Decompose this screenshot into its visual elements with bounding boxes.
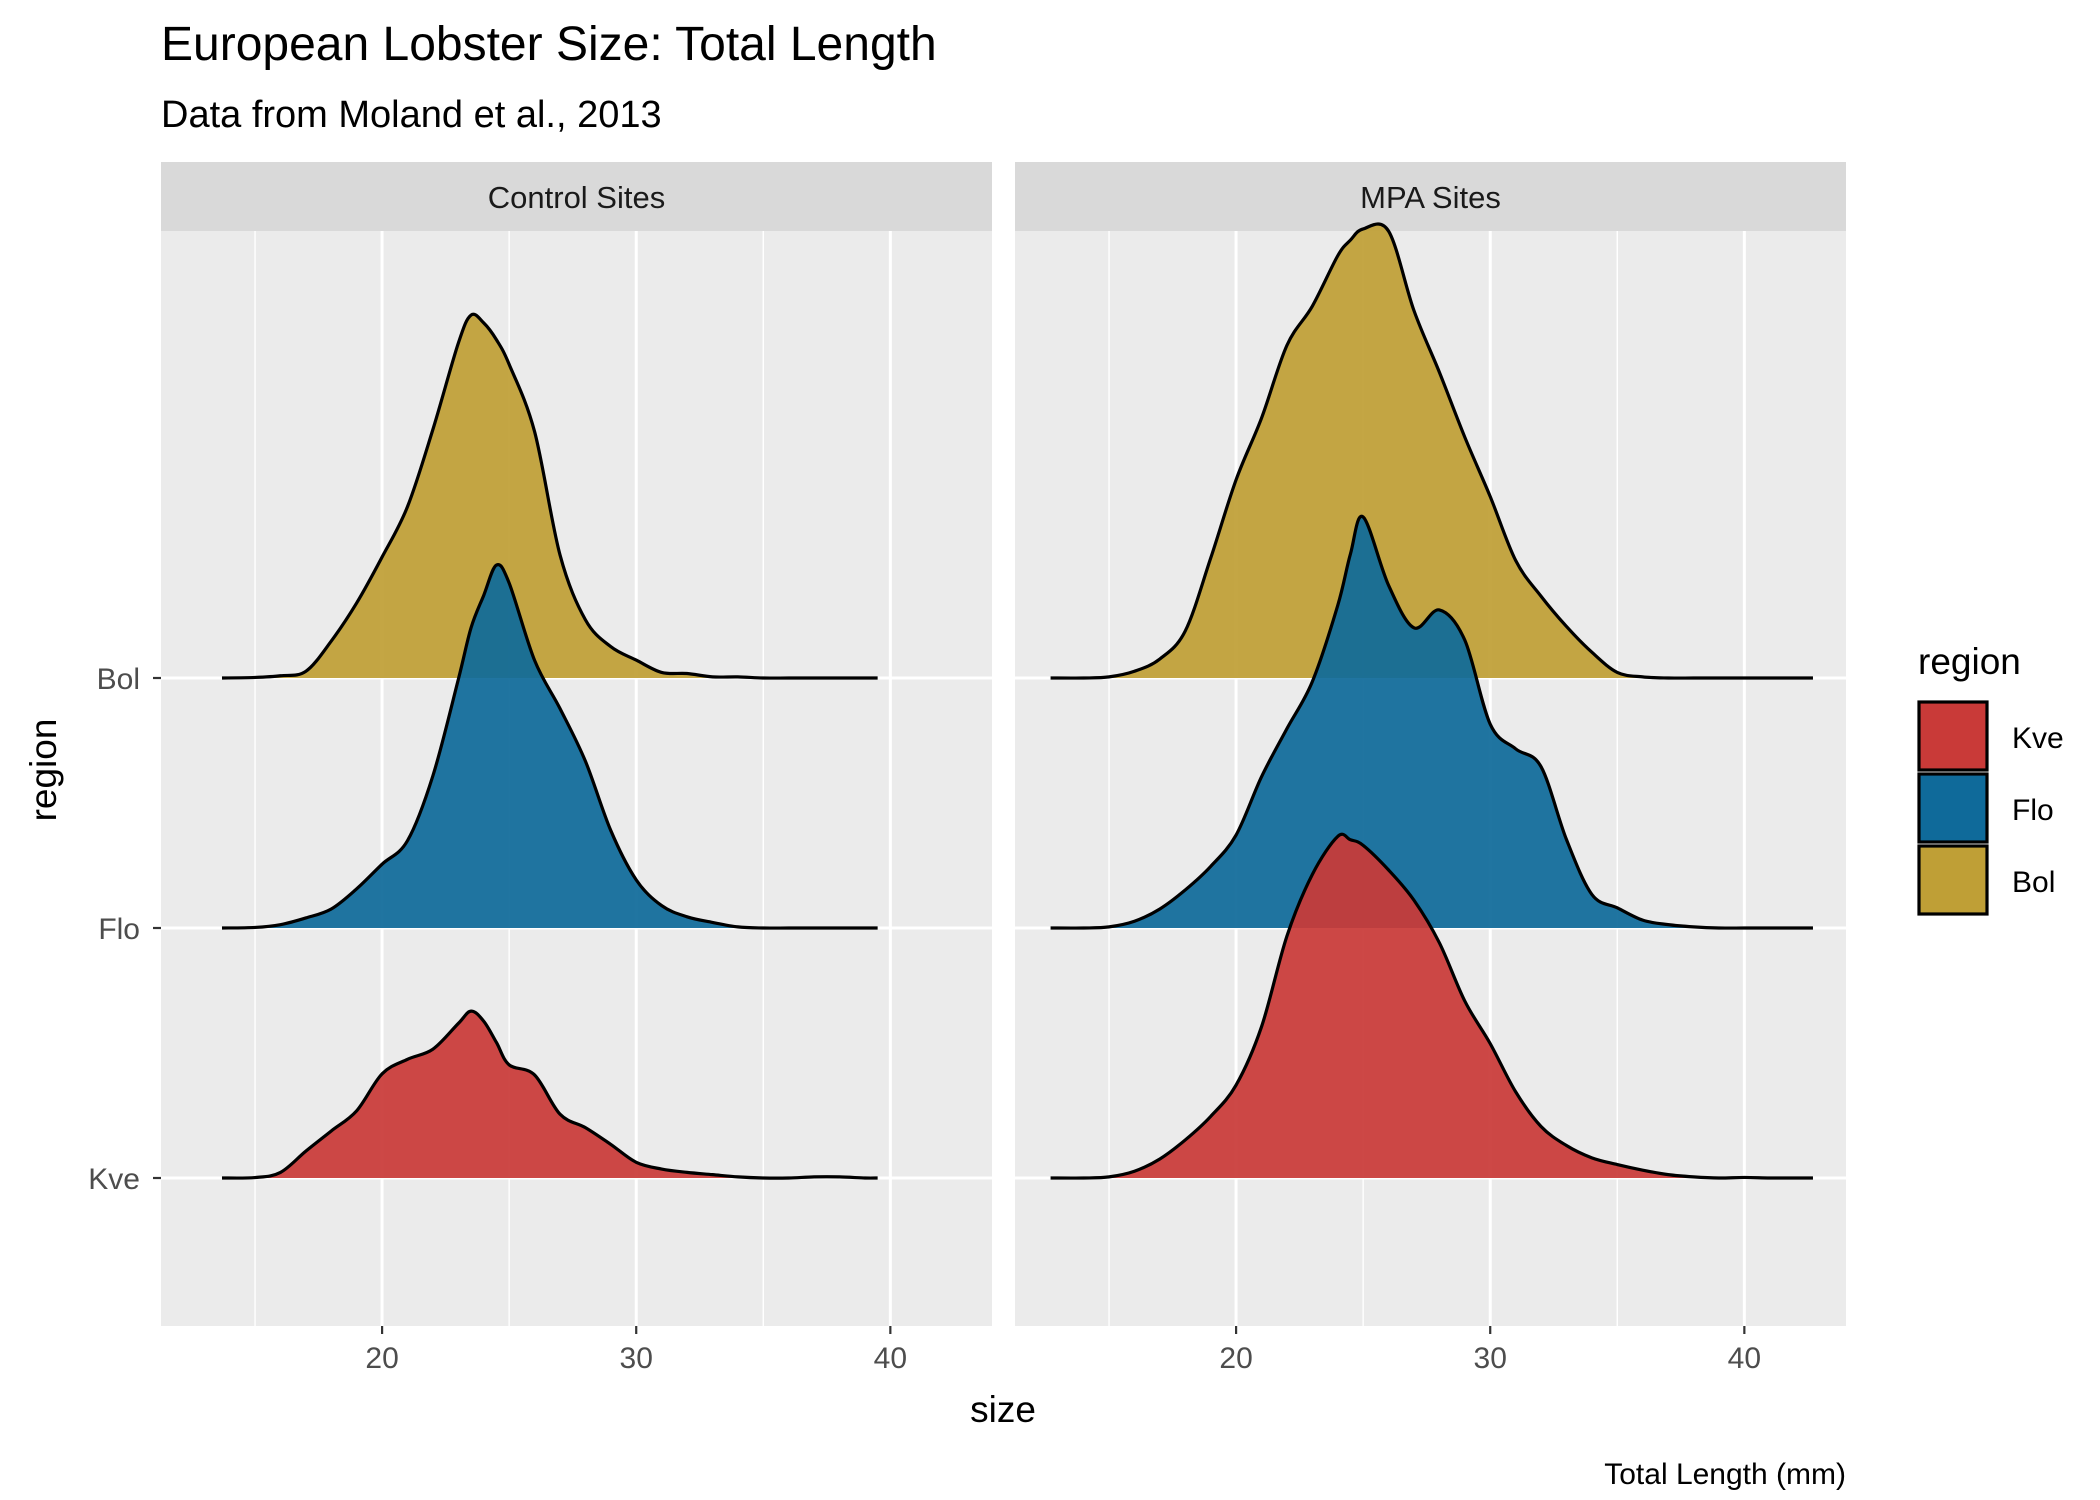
legend: region Kve Flo Bol — [1917, 641, 2064, 916]
chart-title: European Lobster Size: Total Length — [161, 18, 937, 71]
x-tick-label: 40 — [1728, 1342, 1761, 1375]
chart-subtitle: Data from Moland et al., 2013 — [161, 94, 662, 136]
y-tick-label: Kve — [88, 1163, 140, 1196]
ridge-area-kve — [221, 1011, 878, 1179]
ridge-line-bol — [221, 312, 878, 680]
x-tick-label: 40 — [874, 1342, 907, 1375]
x-tick-label: 20 — [365, 1342, 398, 1375]
x-tick-label: 30 — [1474, 1342, 1507, 1375]
ridge-area-kve — [1050, 834, 1813, 1179]
panel-control-sites: Control Sites 20 30 40 — [161, 162, 992, 1375]
y-axis-title: region — [23, 719, 64, 822]
ridge-area-bol — [221, 314, 878, 679]
x-tick-label: 20 — [1219, 1342, 1252, 1375]
x-axis-ticks: 20 30 40 — [365, 1326, 907, 1375]
x-tick-label: 30 — [620, 1342, 653, 1375]
ridge-line-flo — [221, 563, 878, 930]
strip-label-mpa-sites: MPA Sites — [1360, 180, 1501, 215]
ridge-area-flo — [221, 564, 878, 929]
legend-label-kve: Kve — [2012, 722, 2064, 755]
x-axis-title: size — [970, 1389, 1036, 1430]
ridge-line-kve — [221, 1009, 878, 1180]
chart-caption: Total Length (mm) — [1604, 1458, 1846, 1491]
strip-background — [161, 162, 992, 231]
y-tick-label: Bol — [97, 663, 140, 696]
legend-title: region — [1918, 641, 2021, 682]
legend-label-flo: Flo — [2012, 794, 2054, 827]
density-ridges — [221, 312, 878, 1180]
legend-key-flo — [1917, 772, 1989, 844]
panel-mpa-sites: MPA Sites 20 30 40 — [1015, 162, 1846, 1375]
strip-label-control-sites: Control Sites — [488, 180, 665, 215]
y-axis: Kve Flo Bol — [88, 663, 161, 1196]
x-axis-ticks: 20 30 40 — [1219, 1326, 1761, 1375]
ridge-area-bol — [1050, 224, 1813, 679]
legend-label-bol: Bol — [2012, 866, 2055, 899]
ridge-line-flo — [1050, 514, 1813, 930]
density-ridges — [1050, 222, 1813, 1180]
y-tick-label: Flo — [98, 913, 140, 946]
legend-key-kve — [1917, 700, 1989, 772]
ridge-line-kve — [1050, 832, 1813, 1180]
strip-background — [1015, 162, 1846, 231]
ridge-line-bol — [1050, 222, 1813, 680]
legend-key-bol — [1917, 844, 1989, 916]
